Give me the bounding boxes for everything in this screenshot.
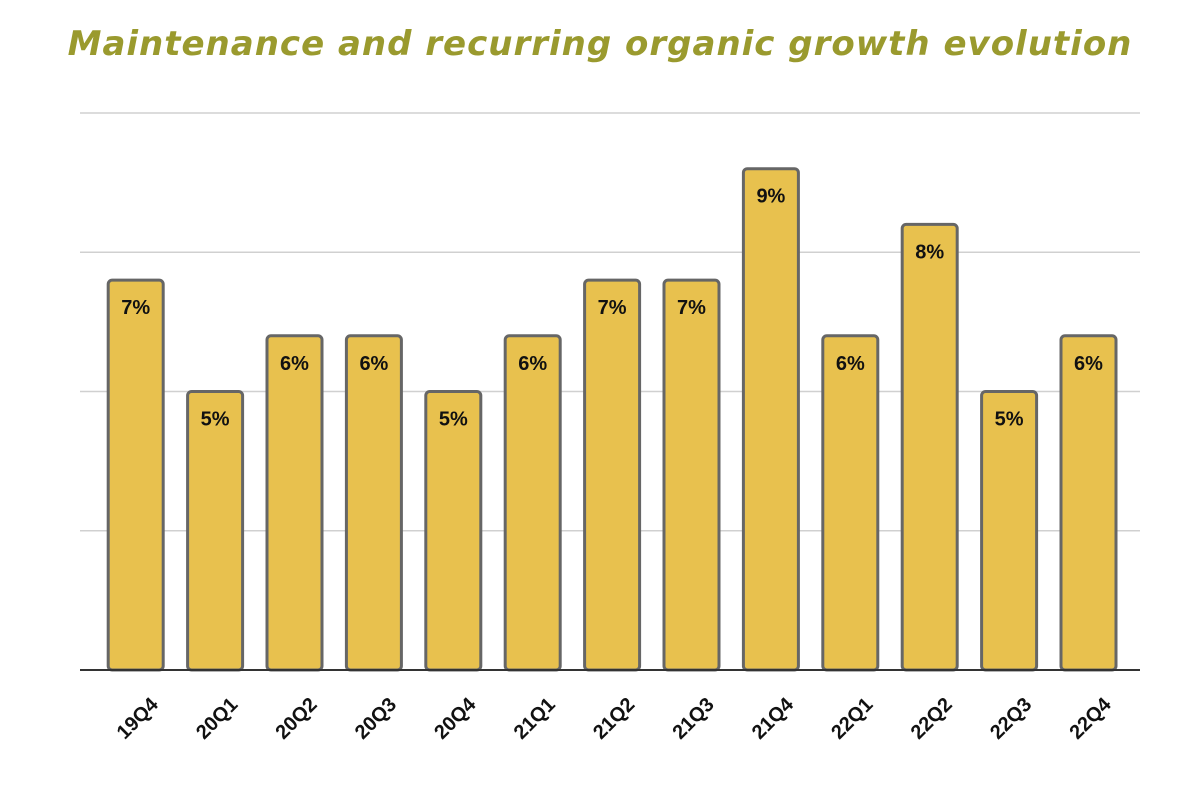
bar-20Q4 bbox=[424, 390, 483, 672]
bars bbox=[106, 167, 1118, 672]
bar-22Q3 bbox=[980, 390, 1039, 672]
x-tick-label-20Q1: 20Q1 bbox=[192, 694, 242, 744]
data-labels: 7% 5% 6% 6% 5% 6% 7% 7% 9% 6% 8% 5% 6% bbox=[121, 186, 1103, 431]
bar-20Q2 bbox=[265, 334, 324, 672]
x-tick-labels: 19Q4 20Q1 20Q2 20Q3 20Q4 21Q1 21Q2 21Q3 21Q4 22Q1… bbox=[113, 693, 1117, 744]
data-label-21Q2: 7% bbox=[598, 297, 627, 319]
data-label-22Q3: 5% bbox=[995, 409, 1024, 431]
bar-22Q2 bbox=[900, 222, 959, 672]
data-label-22Q2: 8% bbox=[915, 241, 944, 263]
data-label-20Q4: 5% bbox=[439, 409, 468, 431]
data-label-19Q4: 7% bbox=[121, 297, 150, 319]
data-label-20Q3: 6% bbox=[359, 353, 388, 375]
bar-20Q3 bbox=[344, 334, 403, 672]
data-label-22Q4: 6% bbox=[1074, 353, 1103, 375]
bar-20Q1 bbox=[186, 390, 245, 672]
x-tick-label-19Q4: 19Q4 bbox=[113, 693, 164, 744]
bar-21Q3 bbox=[662, 278, 721, 672]
bar-21Q1 bbox=[503, 334, 562, 672]
x-tick-label-20Q3: 20Q3 bbox=[351, 694, 401, 744]
x-tick-label-22Q3: 22Q3 bbox=[986, 694, 1036, 744]
data-label-20Q2: 6% bbox=[280, 353, 309, 375]
data-label-21Q1: 6% bbox=[518, 353, 547, 375]
data-label-21Q4: 9% bbox=[756, 186, 785, 208]
bar-22Q1 bbox=[821, 334, 880, 672]
bar-22Q4 bbox=[1059, 334, 1118, 672]
data-label-20Q1: 5% bbox=[201, 409, 230, 431]
x-tick-label-21Q3: 21Q3 bbox=[668, 694, 718, 744]
bar-21Q2 bbox=[583, 278, 642, 672]
bar-21Q4 bbox=[741, 167, 800, 672]
x-tick-label-22Q2: 22Q2 bbox=[907, 694, 957, 744]
data-label-22Q1: 6% bbox=[836, 353, 865, 375]
x-tick-label-22Q1: 22Q1 bbox=[827, 694, 877, 744]
x-tick-label-22Q4: 22Q4 bbox=[1065, 693, 1116, 744]
bar-19Q4 bbox=[106, 278, 165, 672]
x-tick-label-21Q4: 21Q4 bbox=[748, 693, 799, 744]
x-tick-label-20Q2: 20Q2 bbox=[271, 694, 321, 744]
x-tick-label-20Q4: 20Q4 bbox=[430, 693, 481, 744]
chart-title: Maintenance and recurring organic growth… bbox=[67, 24, 1133, 64]
x-tick-label-21Q2: 21Q2 bbox=[589, 694, 639, 744]
data-label-21Q3: 7% bbox=[677, 297, 706, 319]
x-tick-label-21Q1: 21Q1 bbox=[510, 694, 560, 744]
